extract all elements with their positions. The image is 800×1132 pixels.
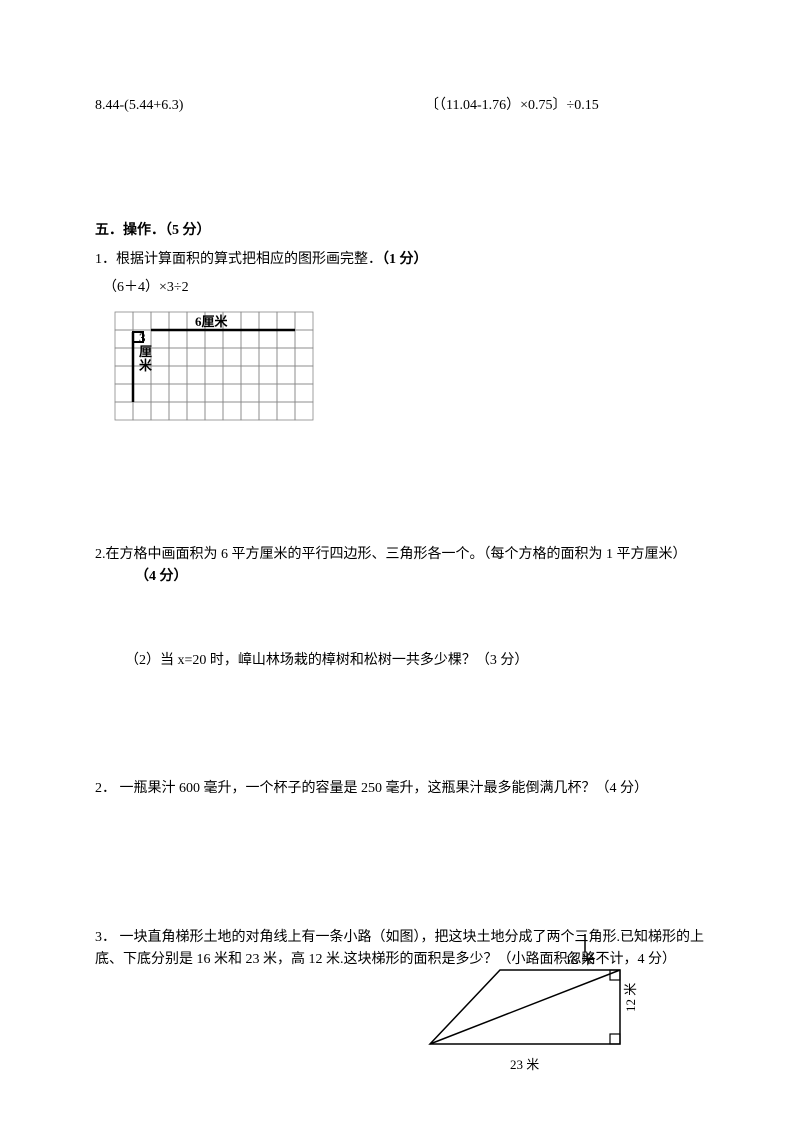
- svg-text:3: 3: [139, 330, 146, 345]
- juice-question: 2． 一瓶果汁 600 毫升，一个杯子的容量是 250 毫升，这瓶果汁最多能倒满…: [95, 778, 705, 800]
- svg-text:23 米: 23 米: [510, 1057, 539, 1072]
- svg-text:12 米: 12 米: [623, 982, 638, 1011]
- trapezoid-figure: 16 米 12 米 23 米: [410, 934, 670, 1092]
- svg-text:厘: 厘: [139, 344, 152, 359]
- svg-text:16 米: 16 米: [565, 952, 594, 967]
- q1-points: （1 分）: [382, 252, 428, 267]
- q2-points: （4 分）: [95, 569, 188, 584]
- equation-left: 8.44-(5.44+6.3): [95, 95, 375, 117]
- sub-question-2: （2）当 x=20 时，嶂山林场栽的樟树和松树一共多少棵？（3 分）: [95, 650, 705, 672]
- grid-figure: 6厘米 3 厘 米: [95, 306, 705, 434]
- diagonal-line: [430, 970, 620, 1044]
- svg-text:6厘米: 6厘米: [195, 314, 229, 329]
- q1-text: 1．根据计算面积的算式把相应的图形画完整．: [95, 252, 382, 267]
- section-5-title: 五．操作．（5 分）: [95, 220, 705, 242]
- bottom-right-angle: [610, 1034, 620, 1044]
- q1-formula: （6＋4）×3÷2: [95, 277, 705, 299]
- svg-text:米: 米: [139, 358, 153, 373]
- equation-right: 〔（11.04-1.76）×0.75〕÷0.15: [375, 95, 705, 117]
- q2-text: 2.在方格中画面积为 6 平方厘米的平行四边形、三角形各一个。（每个方格的面积为…: [95, 547, 687, 562]
